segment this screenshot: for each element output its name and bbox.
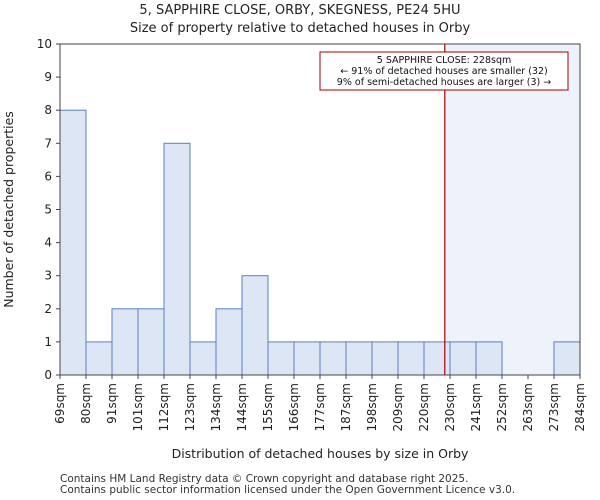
bar-177sqm (319, 341, 347, 376)
annotation-line-2: ← 91% of detached houses are smaller (32… (340, 66, 547, 77)
y-tick-label-2: 2 (44, 302, 52, 316)
y-tick-label-6: 6 (44, 169, 52, 183)
x-tick-label-91sqm: 91sqm (105, 383, 119, 424)
y-tick-label-3: 3 (44, 269, 52, 283)
x-tick-label-101sqm: 101sqm (131, 383, 145, 431)
x-tick-label-273sqm: 273sqm (547, 383, 561, 431)
bar-80sqm (85, 341, 113, 376)
x-axis-label: Distribution of detached houses by size … (172, 446, 469, 461)
y-axis-label: Number of detached properties (1, 111, 16, 308)
bar-134sqm (215, 308, 243, 376)
bar-155sqm (267, 341, 295, 376)
x-tick-label-177sqm: 177sqm (313, 383, 327, 431)
x-tick-label-134sqm: 134sqm (209, 383, 223, 431)
x-tick-label-252sqm: 252sqm (495, 383, 509, 431)
bar-91sqm (111, 308, 139, 376)
bar-198sqm (371, 341, 399, 376)
annotation-line-1: 5 SAPPHIRE CLOSE: 228sqm (377, 55, 511, 66)
bar-230sqm (449, 341, 477, 376)
y-tick-label-1: 1 (44, 335, 52, 349)
y-tick-label-10: 10 (37, 37, 52, 51)
x-tick-label-230sqm: 230sqm (443, 383, 457, 431)
chart-title: 5, SAPPHIRE CLOSE, ORBY, SKEGNESS, PE24 … (139, 3, 461, 18)
x-tick-label-112sqm: 112sqm (157, 383, 171, 431)
x-tick-label-187sqm: 187sqm (339, 383, 353, 431)
larger-region-highlight (444, 44, 580, 375)
x-tick-label-155sqm: 155sqm (261, 383, 275, 431)
bar-69sqm (59, 109, 87, 376)
x-tick-label-263sqm: 263sqm (521, 383, 535, 431)
x-tick-label-209sqm: 209sqm (391, 383, 405, 431)
bar-112sqm (163, 142, 191, 376)
y-tick-label-0: 0 (44, 368, 52, 382)
x-tick-label-166sqm: 166sqm (287, 383, 301, 431)
annotation-box (319, 51, 569, 91)
x-tick-label-123sqm: 123sqm (183, 383, 197, 431)
y-tick-label-7: 7 (44, 136, 52, 150)
bar-101sqm (137, 308, 165, 376)
x-tick-label-80sqm: 80sqm (79, 383, 93, 424)
x-tick-label-144sqm: 144sqm (235, 383, 249, 431)
footer-line-2: Contains public sector information licen… (60, 484, 516, 496)
x-tick-label-284sqm: 284sqm (573, 383, 587, 431)
y-tick-label-5: 5 (44, 203, 52, 217)
bar-166sqm (293, 341, 321, 376)
bar-241sqm (475, 341, 503, 376)
y-tick-label-4: 4 (44, 236, 52, 250)
x-tick-label-198sqm: 198sqm (365, 383, 379, 431)
y-tick-label-8: 8 (44, 103, 52, 117)
bar-187sqm (345, 341, 373, 376)
annotation-line-3: 9% of semi-detached houses are larger (3… (337, 77, 551, 88)
bar-273sqm (553, 341, 581, 376)
chart-subtitle: Size of property relative to detached ho… (129, 21, 471, 36)
x-tick-label-241sqm: 241sqm (469, 383, 483, 431)
x-tick-label-69sqm: 69sqm (53, 383, 67, 424)
x-tick-label-220sqm: 220sqm (417, 383, 431, 431)
bar-209sqm (397, 341, 425, 376)
footer-line-1: Contains HM Land Registry data © Crown c… (60, 473, 469, 485)
bar-123sqm (189, 341, 217, 376)
bar-144sqm (241, 275, 269, 376)
bar-220sqm (423, 341, 451, 376)
y-tick-label-9: 9 (44, 70, 52, 84)
